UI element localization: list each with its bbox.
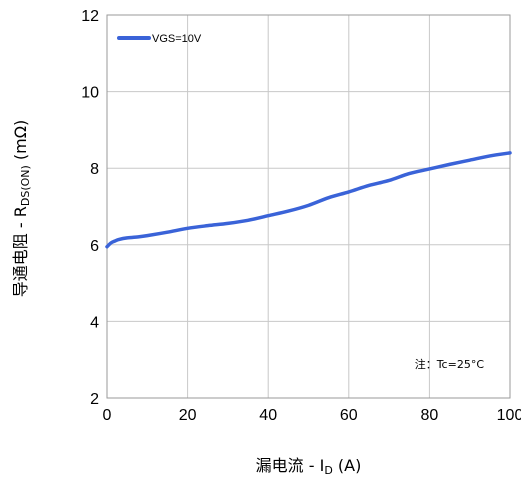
y-axis-ticks: 2 4 6 8 10 12 bbox=[81, 8, 99, 408]
y-tick-label: 10 bbox=[81, 85, 99, 102]
y-tick-label: 12 bbox=[81, 8, 99, 25]
series-layer bbox=[105, 151, 512, 249]
y-axis-label: 导通电阻 - RDS(ON) (mΩ) bbox=[11, 120, 32, 297]
x-axis-label-main: 漏电流 - I bbox=[256, 456, 325, 475]
legend: VGS=10V bbox=[117, 33, 202, 45]
x-tick-label: 60 bbox=[340, 407, 358, 424]
y-tick-label: 8 bbox=[90, 161, 99, 178]
temperature-note: 注：Tc=25°C bbox=[415, 357, 485, 371]
plot-area-frame bbox=[106, 14, 511, 399]
y-tick-label: 2 bbox=[90, 391, 99, 408]
y-tick-label: 6 bbox=[90, 238, 99, 255]
x-tick-label: 0 bbox=[103, 407, 112, 424]
x-axis-label-sub: D bbox=[324, 464, 332, 477]
grid-lines bbox=[107, 15, 510, 398]
legend-label: VGS=10V bbox=[152, 33, 202, 45]
x-tick-label: 40 bbox=[259, 407, 277, 424]
y-axis-label-sub: DS(ON) bbox=[19, 165, 32, 206]
x-tick-label: 80 bbox=[421, 407, 439, 424]
y-tick-label: 4 bbox=[90, 314, 99, 331]
series-line-vgs-10v bbox=[105, 151, 512, 249]
x-axis-ticks: 0 20 40 60 80 100 bbox=[103, 407, 521, 424]
y-axis-label-main: 导通电阻 - R bbox=[11, 206, 30, 297]
x-tick-label: 20 bbox=[179, 407, 197, 424]
y-axis-label-suffix: (mΩ) bbox=[11, 120, 30, 165]
x-axis-label: 漏电流 - ID (A) bbox=[256, 456, 362, 477]
x-axis-label-suffix: (A) bbox=[333, 456, 362, 475]
x-tick-label: 100 bbox=[497, 407, 521, 424]
